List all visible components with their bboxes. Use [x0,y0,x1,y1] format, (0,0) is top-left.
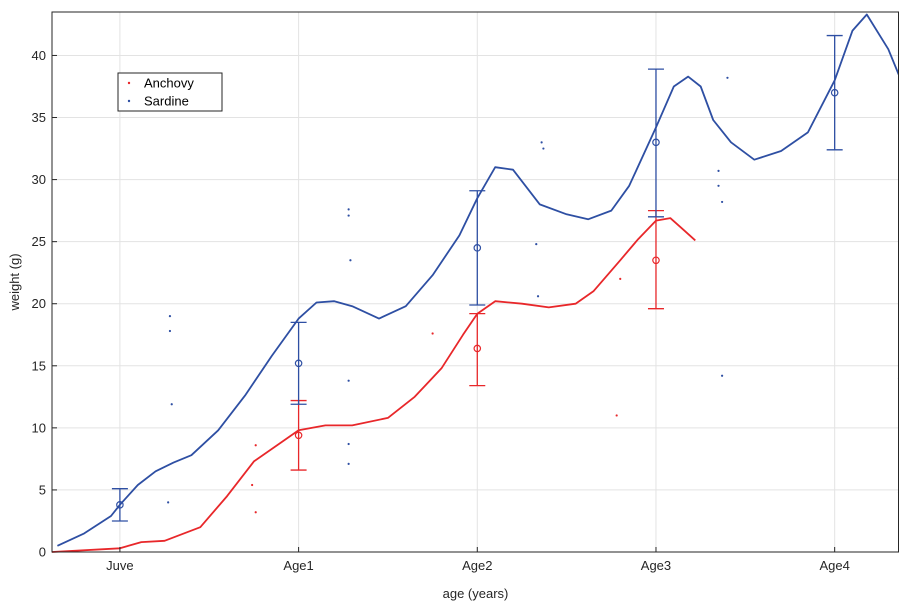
anchovy-scatter-point [251,483,254,487]
sardine-scatter-point [720,374,724,377]
x-tick-label: Age3 [641,558,671,573]
anchovy-mean-marker [473,344,482,353]
x-axis-label: age (years) [443,586,509,601]
anchovy-scatter-point [619,277,622,280]
anchovy-mean-marker [652,256,660,265]
legend-marker-sardine [127,99,131,103]
sardine-mean-marker [473,244,482,252]
y-axis: 0 5 10 15 20 25 30 35 40 [32,48,57,560]
legend-label-sardine: Sardine [144,94,189,109]
sardine-scatter-point [167,501,170,504]
x-axis: Juve Age1 Age2 Age3 Age4 [106,547,850,573]
y-tick-label: 15 [32,358,46,373]
anchovy-mean-marker [294,431,303,440]
anchovy-scatter-point [254,511,257,514]
sardine-scatter-point [347,214,350,217]
x-tick-label: Juve [106,558,133,573]
y-tick-label: 30 [32,172,46,187]
sardine-scatter-point [168,315,172,318]
sardine-scatter-point [347,208,350,211]
legend-marker-anchovy [127,81,131,85]
sardine-scatter-point [536,295,540,298]
y-tick-label: 25 [32,234,46,249]
x-tick-label: Age1 [283,558,313,573]
y-tick-label: 40 [32,48,46,63]
anchovy-curve [51,217,696,553]
y-tick-label: 5 [39,482,46,497]
sardine-scatter-point [540,141,543,144]
anchovy-scatter-point [615,414,618,417]
sardine-curve [57,13,899,547]
anchovy-scatter-point [431,332,434,335]
anchovy-scatter-point [254,444,257,447]
sardine-scatter-point [726,76,729,79]
sardine-scatter-point [347,462,350,465]
sardine-scatter-point [720,200,724,204]
series-anchovy [51,209,696,553]
sardine-scatter-point [347,442,350,446]
sardine-scatter-point [349,259,352,262]
sardine-scatter-point [347,379,350,382]
sardine-mean-marker [830,88,839,97]
legend-box [117,72,223,112]
y-tick-label: 35 [32,110,46,125]
sardine-scatter-point [170,403,173,406]
x-tick-label: Age2 [462,558,492,573]
sardine-scatter-point [535,243,538,246]
series-sardine [57,13,899,547]
sardine-scatter-point [168,329,172,333]
sardine-mean-marker [294,359,303,368]
sardine-mean-marker [652,138,660,147]
legend: Anchovy Sardine [117,72,223,112]
sardine-scatter-point [542,147,545,150]
x-tick-label: Age4 [819,558,849,573]
sardine-mean-marker [116,501,124,509]
plot-area [51,13,899,553]
sardine-scatter-point [717,169,720,172]
legend-label-anchovy: Anchovy [144,76,194,91]
y-tick-label: 10 [32,420,46,435]
y-tick-label: 20 [32,296,46,311]
sardine-scatter-point [717,184,720,187]
y-tick-label: 0 [39,545,46,560]
y-axis-label: weight (g) [7,253,22,311]
